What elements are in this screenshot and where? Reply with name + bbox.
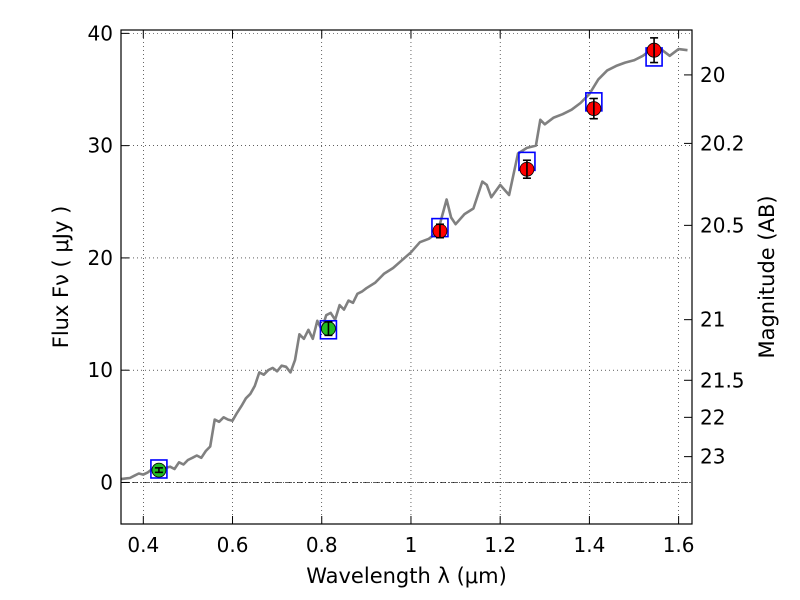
model-spectrum-line xyxy=(120,47,688,481)
y-axis-title: Flux Fν ( μJy ) xyxy=(49,206,73,349)
y-tick-label: 0 xyxy=(100,470,113,494)
plot-frame xyxy=(120,29,693,525)
y2-tick-label: 21.5 xyxy=(700,368,745,392)
y2-axis-title: Magnitude (AB) xyxy=(755,195,779,358)
y2-tick-label: 23 xyxy=(700,445,725,469)
x-tick-label: 1.6 xyxy=(663,533,695,557)
y2-tick-label: 20.5 xyxy=(700,213,745,237)
x-axis-title: Wavelength λ (μm) xyxy=(306,564,507,588)
y-tick-label: 30 xyxy=(88,134,113,158)
y-tick-label: 40 xyxy=(88,21,113,45)
y2-tick-label: 21 xyxy=(700,308,725,332)
x-tick-label: 1.4 xyxy=(573,533,605,557)
y-tick-label: 20 xyxy=(88,246,113,270)
x-tick-label: 0.6 xyxy=(217,533,249,557)
y2-tick-label: 20.2 xyxy=(700,131,745,155)
x-tick-label: 1 xyxy=(405,533,418,557)
x-tick-label: 1.2 xyxy=(484,533,516,557)
y2-tick-label: 22 xyxy=(700,405,725,429)
ticks: 0.4 0.6 0.8 1 1.2 1.4 1.6 0 10 20 30 40 20 20.2 20.5 21… xyxy=(88,21,745,557)
x-tick-label: 0.8 xyxy=(306,533,338,557)
y-tick-label: 10 xyxy=(88,358,113,382)
model-band-flux-square xyxy=(319,319,338,340)
series-layer xyxy=(120,37,688,481)
model-band-flux-square xyxy=(150,459,168,479)
y2-tick-label: 20 xyxy=(700,63,725,87)
x-tick-label: 0.4 xyxy=(127,533,159,557)
